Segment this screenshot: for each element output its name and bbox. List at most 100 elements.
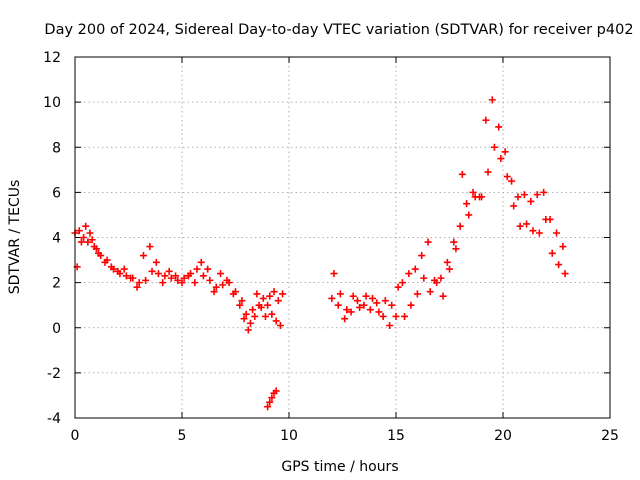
data-point (373, 299, 381, 307)
data-point (135, 279, 143, 287)
y-axis-label: SDTVAR / TECUs (7, 180, 23, 295)
data-point (413, 290, 421, 298)
data-point (495, 123, 503, 131)
data-point (443, 258, 451, 266)
y-tick-label: -4 (47, 411, 61, 427)
data-point (349, 292, 357, 300)
data-point (488, 96, 496, 104)
data-point (540, 188, 548, 196)
data-point (178, 279, 186, 287)
data-point (272, 387, 280, 395)
x-tick-label: 10 (280, 428, 298, 444)
data-point (244, 326, 252, 334)
data-point (368, 294, 376, 302)
data-point (270, 288, 278, 296)
data-point (84, 238, 92, 246)
data-point (398, 279, 406, 287)
data-point (139, 252, 147, 260)
data-point (165, 267, 173, 275)
data-point (555, 261, 563, 269)
y-tick-label: 6 (52, 185, 61, 201)
data-point (452, 245, 460, 253)
data-point (418, 252, 426, 260)
data-point (386, 321, 394, 329)
data-point (204, 265, 212, 273)
data-point (268, 310, 276, 318)
data-point (516, 222, 524, 230)
data-point (542, 215, 550, 223)
data-point (133, 283, 141, 291)
data-point (482, 116, 490, 124)
data-point (77, 238, 85, 246)
x-axis-label: GPS time / hours (281, 459, 398, 475)
data-point (266, 292, 274, 300)
data-point (437, 274, 445, 282)
y-tick-label: -2 (47, 366, 61, 382)
data-point (240, 315, 248, 323)
y-tick-label: 8 (52, 140, 61, 156)
data-point (465, 211, 473, 219)
data-point (161, 272, 169, 280)
data-point (210, 288, 218, 296)
data-point (246, 319, 254, 327)
data-point (229, 290, 237, 298)
data-point (114, 267, 122, 275)
data-point (257, 303, 265, 311)
y-tick-label: 4 (52, 231, 61, 247)
data-point (223, 276, 231, 284)
data-point (197, 258, 205, 266)
data-point (456, 222, 464, 230)
data-point (341, 315, 349, 323)
data-point (533, 191, 541, 199)
data-point (122, 272, 130, 280)
data-point (529, 227, 537, 235)
data-point (394, 283, 402, 291)
series-sdtvar-trace-c (264, 387, 280, 411)
data-point (90, 243, 98, 251)
data-point (510, 202, 518, 210)
data-point (561, 270, 569, 278)
data-point (107, 263, 115, 271)
data-point (446, 265, 453, 273)
y-tick-label: 10 (43, 95, 61, 111)
data-point (167, 274, 175, 282)
data-point (120, 265, 128, 273)
data-point (212, 283, 220, 291)
data-point (535, 229, 543, 237)
data-point (407, 301, 415, 309)
plot-frame (74, 56, 611, 419)
x-tick-label: 15 (387, 428, 405, 444)
data-point (249, 306, 257, 314)
data-point (559, 243, 567, 251)
data-points (71, 96, 569, 411)
data-point (264, 301, 272, 309)
data-point (193, 265, 201, 273)
data-point (548, 249, 556, 257)
data-point (553, 229, 560, 237)
series-sdtvar-trace-b (73, 222, 287, 334)
data-point (268, 394, 276, 402)
data-point (424, 238, 432, 246)
data-point (266, 398, 274, 406)
data-point (514, 193, 522, 201)
data-point (420, 274, 428, 282)
data-point (330, 270, 338, 278)
data-point (523, 220, 531, 228)
data-point (347, 308, 355, 316)
data-point (433, 279, 441, 287)
data-point (217, 270, 225, 278)
data-point (174, 276, 182, 284)
data-point (334, 301, 342, 309)
data-point (375, 308, 383, 316)
data-point (463, 200, 471, 208)
data-point (392, 312, 400, 320)
data-point (490, 143, 498, 151)
data-point (152, 258, 160, 266)
data-point (272, 317, 280, 325)
data-point (154, 270, 162, 278)
data-point (274, 297, 282, 305)
data-point (82, 222, 90, 230)
data-point (360, 301, 368, 309)
data-point (520, 191, 528, 199)
data-point (501, 148, 509, 156)
